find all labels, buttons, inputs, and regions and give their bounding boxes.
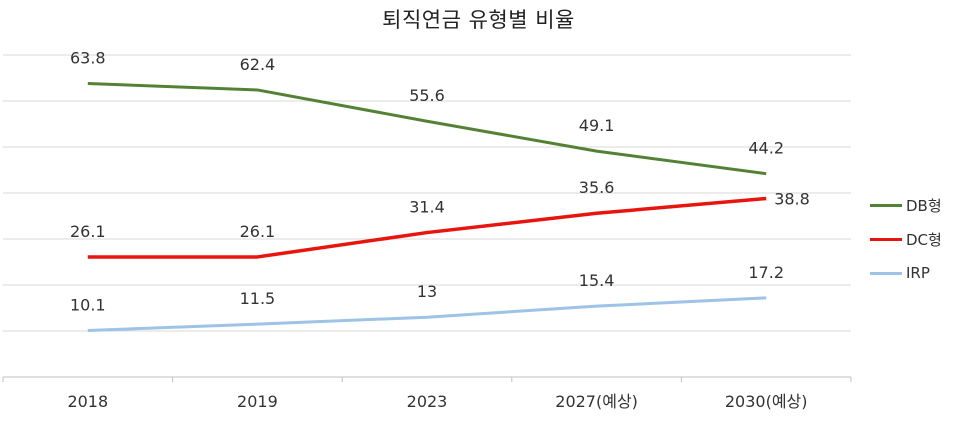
db-data-label: 63.8 bbox=[70, 49, 106, 68]
legend-label-dc: DC형 bbox=[906, 230, 942, 249]
dc-series-line bbox=[87, 196, 767, 259]
x-tick-label: 2027(예상) bbox=[555, 392, 638, 411]
irp-data-label: 17.2 bbox=[748, 263, 784, 282]
irp-data-label: 10.1 bbox=[70, 296, 106, 315]
db-data-label: 55.6 bbox=[409, 86, 445, 105]
db-data-label: 44.2 bbox=[748, 139, 784, 158]
chart-legend: DB형 DC형 IRP bbox=[870, 188, 942, 290]
dc-data-label: 31.4 bbox=[409, 198, 445, 217]
x-tick-label: 2019 bbox=[237, 392, 278, 411]
legend-swatch-irp bbox=[870, 271, 902, 275]
dc-data-label: 26.1 bbox=[70, 222, 106, 241]
legend-swatch-db bbox=[870, 203, 902, 207]
db-data-label: 62.4 bbox=[240, 55, 276, 74]
irp-series-line bbox=[87, 296, 767, 333]
db-data-label: 49.1 bbox=[579, 116, 615, 135]
irp-data-label: 15.4 bbox=[579, 271, 615, 290]
legend-swatch-dc bbox=[870, 237, 902, 241]
dc-data-label: 38.8 bbox=[774, 190, 810, 209]
irp-data-label: 13 bbox=[417, 282, 437, 301]
dc-data-label: 35.6 bbox=[579, 178, 615, 197]
dc-data-label: 26.1 bbox=[240, 222, 276, 241]
chart-title: 퇴직연금 유형별 비율 bbox=[382, 8, 575, 32]
db-series-line bbox=[87, 82, 767, 176]
x-tick-label: 2023 bbox=[407, 392, 448, 411]
legend-item-dc: DC형 bbox=[870, 222, 942, 256]
x-tick-label: 2018 bbox=[67, 392, 108, 411]
irp-data-label: 11.5 bbox=[240, 289, 276, 308]
legend-label-irp: IRP bbox=[906, 264, 930, 282]
x-tick-label: 2030(예상) bbox=[725, 392, 808, 411]
legend-item-irp: IRP bbox=[870, 256, 942, 290]
legend-item-db: DB형 bbox=[870, 188, 942, 222]
legend-label-db: DB형 bbox=[906, 196, 942, 215]
